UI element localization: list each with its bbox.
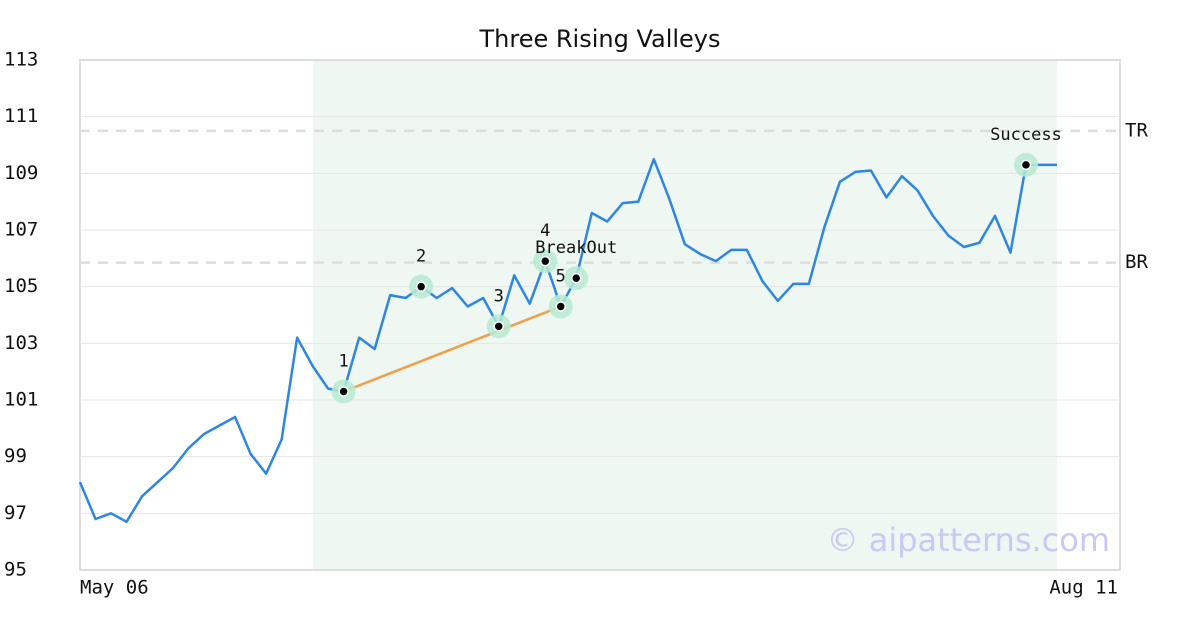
y-tick-label: 107 [4, 219, 38, 241]
marker-label: 5 [556, 267, 566, 287]
marker-label: BreakOut [535, 238, 617, 258]
x-tick-label: Aug 11 [1049, 577, 1118, 599]
marker-dot [539, 255, 551, 267]
marker-label: 3 [494, 286, 504, 306]
marker-dot [555, 301, 566, 312]
marker-label: Success [990, 125, 1062, 145]
y-tick-label: 99 [4, 445, 27, 467]
marker-dot [571, 272, 582, 284]
marker-dot [338, 386, 349, 397]
pattern-zone [312, 60, 1058, 570]
y-tick-label: 95 [4, 559, 27, 581]
y-tick-label: 113 [4, 49, 38, 71]
marker-label: 2 [416, 247, 426, 267]
y-tick-label: 105 [4, 275, 38, 297]
trendline [343, 305, 562, 393]
marker-dot [1020, 159, 1032, 171]
level-label: TR [1125, 119, 1148, 141]
marker-label: 1 [339, 352, 349, 372]
marker-label: 4 [540, 221, 550, 241]
plot-frame [79, 59, 1121, 571]
y-tick-label: 103 [4, 332, 38, 354]
marker-dot [493, 321, 504, 332]
y-tick-label: 101 [4, 389, 38, 411]
x-tick-label: May 06 [80, 577, 149, 599]
y-tick-label: 109 [4, 162, 38, 184]
level-label: BR [1125, 251, 1148, 273]
marker-dot [415, 281, 427, 292]
price-line [78, 157, 1057, 524]
chart-title: Three Rising Valleys [478, 25, 720, 53]
y-tick-label: 111 [4, 105, 38, 127]
watermark: © aipatterns.com [827, 521, 1110, 559]
y-tick-label: 97 [4, 502, 27, 524]
